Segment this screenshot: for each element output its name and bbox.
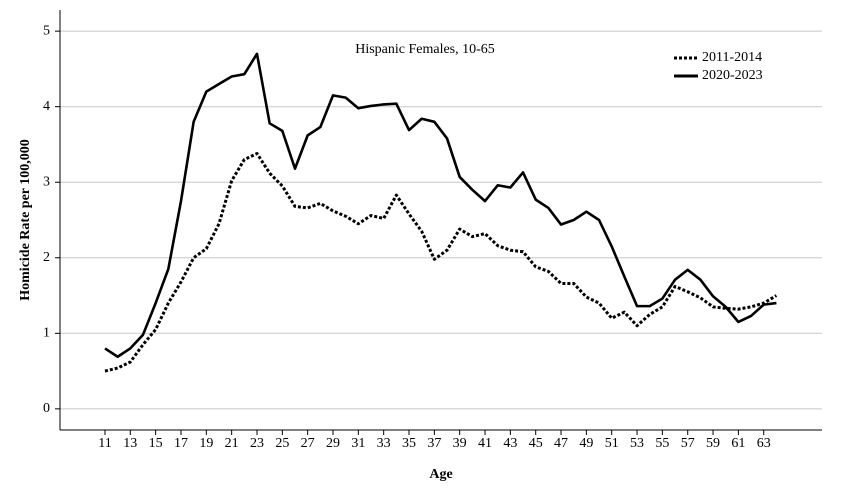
x-tick-label: 19 bbox=[199, 436, 213, 451]
x-tick-label: 23 bbox=[250, 436, 264, 451]
y-tick-label: 5 bbox=[43, 23, 50, 38]
x-tick-label: 35 bbox=[402, 436, 416, 451]
x-tick-label: 59 bbox=[706, 436, 720, 451]
series-line bbox=[104, 152, 778, 373]
x-tick-label: 29 bbox=[326, 436, 340, 451]
x-axis-label: Age bbox=[429, 467, 452, 482]
y-tick-label: 4 bbox=[43, 99, 50, 114]
x-tick-label: 43 bbox=[503, 436, 517, 451]
y-axis-label: Homicide Rate per 100,000 bbox=[18, 139, 33, 301]
x-tick-label: 15 bbox=[149, 436, 163, 451]
chart-title: Hispanic Females, 10-65 bbox=[355, 42, 495, 57]
x-tick-label: 49 bbox=[579, 436, 593, 451]
series-line bbox=[104, 52, 777, 359]
x-tick-label: 17 bbox=[174, 436, 188, 451]
x-tick-label: 57 bbox=[681, 436, 695, 451]
x-tick-label: 51 bbox=[605, 436, 619, 451]
x-tick-label: 55 bbox=[655, 436, 669, 451]
x-tick-label: 61 bbox=[731, 436, 745, 451]
x-tick-label: 25 bbox=[275, 436, 289, 451]
x-tick-label: 33 bbox=[377, 436, 391, 451]
x-tick-label: 21 bbox=[225, 436, 239, 451]
x-tick-label: 41 bbox=[478, 436, 492, 451]
x-tick-label: 45 bbox=[529, 436, 543, 451]
y-tick-label: 0 bbox=[43, 401, 50, 416]
y-tick-label: 2 bbox=[43, 250, 50, 265]
x-tick-label: 39 bbox=[453, 436, 467, 451]
x-tick-label: 27 bbox=[301, 436, 315, 451]
legend-label: 2020-2023 bbox=[702, 68, 763, 83]
x-tick-label: 13 bbox=[123, 436, 137, 451]
y-tick-label: 3 bbox=[43, 174, 50, 189]
x-tick-label: 31 bbox=[351, 436, 365, 451]
x-tick-label: 63 bbox=[757, 436, 771, 451]
x-tick-label: 11 bbox=[98, 436, 111, 451]
x-tick-label: 53 bbox=[630, 436, 644, 451]
x-tick-label: 47 bbox=[554, 436, 568, 451]
y-tick-label: 1 bbox=[43, 326, 50, 341]
legend-label: 2011-2014 bbox=[702, 50, 762, 65]
x-tick-label: 37 bbox=[427, 436, 441, 451]
